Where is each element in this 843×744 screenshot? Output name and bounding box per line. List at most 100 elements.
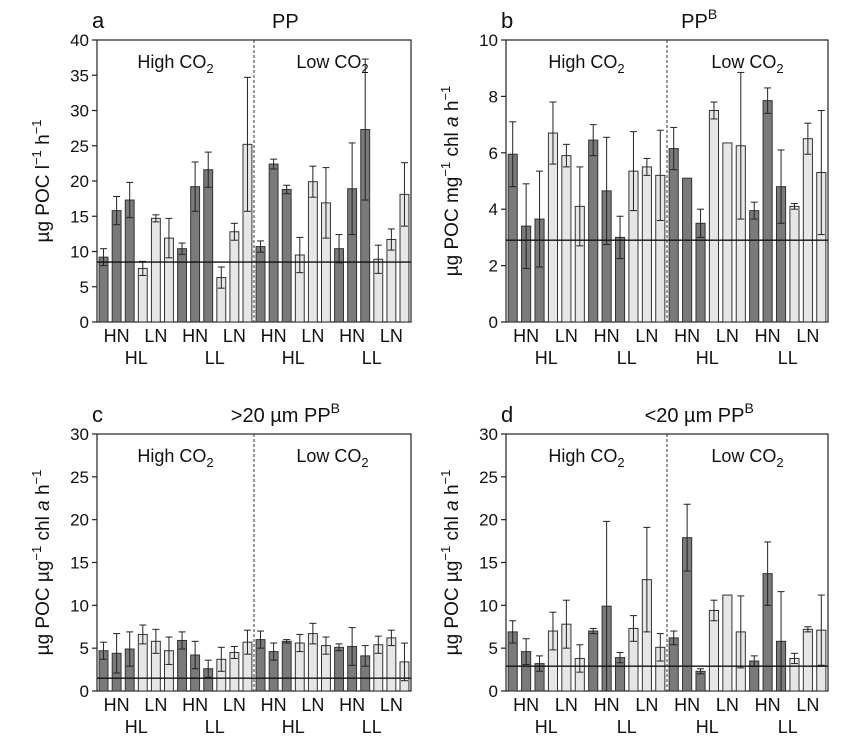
y-axis-label-superscript: −1 bbox=[438, 546, 453, 561]
group-label-text: High CO bbox=[137, 446, 206, 466]
bar bbox=[111, 210, 122, 323]
y-tick-label: 20 bbox=[70, 172, 89, 191]
x-tick-label: LN bbox=[635, 695, 658, 715]
y-tick-label: 4 bbox=[489, 200, 498, 219]
x-tick-label: LN bbox=[223, 326, 246, 346]
group-label-text: High CO bbox=[548, 446, 617, 466]
x-tick-label: LN bbox=[301, 326, 324, 346]
y-tick-label: 10 bbox=[479, 596, 498, 615]
group-label: High CO2 bbox=[137, 446, 213, 470]
x-group-label: HL bbox=[282, 717, 305, 737]
bar bbox=[802, 628, 813, 692]
bar bbox=[281, 188, 292, 323]
x-tick-label: HN bbox=[182, 695, 208, 715]
x-group-label: HL bbox=[282, 348, 305, 368]
bar bbox=[668, 637, 679, 692]
group-label: High CO2 bbox=[548, 52, 624, 76]
group-label-subscript: 2 bbox=[776, 455, 783, 470]
x-group-label: HL bbox=[125, 717, 148, 737]
y-axis-label-italic: a bbox=[442, 500, 463, 511]
y-tick-label: 40 bbox=[70, 31, 89, 50]
y-axis-label-italic: a bbox=[33, 500, 54, 511]
x-tick-label: HN bbox=[755, 326, 781, 346]
x-tick-label: LN bbox=[635, 326, 658, 346]
x-tick-label: LN bbox=[380, 326, 403, 346]
y-tick-label: 0 bbox=[80, 682, 89, 701]
x-tick-label: LN bbox=[796, 695, 819, 715]
bar bbox=[722, 594, 733, 692]
x-tick-label: LN bbox=[223, 695, 246, 715]
chart-title-text: PP bbox=[272, 11, 299, 33]
y-axis-label-superscript: −1 bbox=[29, 150, 44, 165]
y-axis-label-text: h bbox=[442, 484, 463, 500]
chart-title-text: PP bbox=[681, 11, 708, 33]
group-label-subscript: 2 bbox=[206, 455, 213, 470]
y-axis-label-text: µg POC mg bbox=[442, 177, 463, 277]
bar bbox=[762, 100, 773, 323]
y-axis-label-text: µg POC µg bbox=[33, 561, 54, 656]
y-axis-label-text: chl bbox=[442, 127, 463, 162]
panel-letter: b bbox=[501, 8, 513, 33]
x-group-label: HL bbox=[696, 717, 719, 737]
x-tick-label: HN bbox=[755, 695, 781, 715]
y-tick-label: 35 bbox=[70, 66, 89, 85]
x-tick-label: HN bbox=[594, 695, 620, 715]
chart-title-superscript: B bbox=[708, 6, 717, 22]
y-tick-label: 0 bbox=[489, 313, 498, 332]
group-label-text: Low CO bbox=[296, 52, 361, 72]
y-tick-label: 10 bbox=[479, 31, 498, 50]
y-tick-label: 15 bbox=[479, 554, 498, 573]
x-tick-label: LN bbox=[716, 326, 739, 346]
y-tick-label: 30 bbox=[479, 425, 498, 444]
x-tick-label: LN bbox=[301, 695, 324, 715]
y-tick-label: 8 bbox=[489, 87, 498, 106]
x-group-label: LL bbox=[617, 717, 637, 737]
x-tick-label: LN bbox=[796, 326, 819, 346]
chart-title-text: <20 µm PP bbox=[645, 405, 745, 427]
bar bbox=[789, 205, 800, 323]
bar bbox=[722, 142, 733, 323]
x-tick-label: HN bbox=[513, 326, 539, 346]
x-tick-label: LN bbox=[380, 695, 403, 715]
y-tick-label: 0 bbox=[489, 682, 498, 701]
chart-title: <20 µm PPB bbox=[645, 400, 754, 427]
y-axis-label: µg POC µg−1 chl a h−1 bbox=[29, 470, 54, 656]
bar bbox=[268, 163, 279, 323]
bar bbox=[668, 148, 679, 323]
y-tick-label: 20 bbox=[479, 511, 498, 530]
bar bbox=[708, 609, 720, 692]
y-axis-label-text: h bbox=[442, 101, 463, 117]
y-axis-label-superscript: −1 bbox=[438, 86, 453, 101]
bar bbox=[281, 640, 292, 692]
x-tick-label: HN bbox=[339, 695, 365, 715]
bar bbox=[682, 177, 693, 323]
y-tick-label: 6 bbox=[489, 144, 498, 163]
bar bbox=[641, 166, 652, 323]
bar bbox=[334, 646, 344, 692]
x-group-label: LL bbox=[617, 348, 637, 368]
chart-title-superscript: B bbox=[331, 400, 340, 416]
y-tick-label: 25 bbox=[70, 137, 89, 156]
x-tick-label: HN bbox=[594, 326, 620, 346]
x-tick-label: HN bbox=[339, 326, 365, 346]
y-tick-label: 5 bbox=[80, 278, 89, 297]
chart-title: >20 µm PPB bbox=[231, 400, 340, 427]
x-tick-label: LN bbox=[555, 695, 578, 715]
bar bbox=[229, 231, 240, 323]
y-axis-label-text: h bbox=[33, 134, 54, 150]
bar bbox=[98, 256, 109, 323]
panel-letter: a bbox=[92, 8, 105, 33]
y-axis-label-text: µg POC l bbox=[33, 165, 54, 242]
bar bbox=[386, 239, 397, 323]
x-tick-label: HN bbox=[104, 326, 130, 346]
group-label-subscript: 2 bbox=[617, 61, 624, 76]
y-axis-label-superscript: −1 bbox=[438, 470, 453, 485]
x-tick-label: LN bbox=[144, 695, 167, 715]
y-axis-label-text: h bbox=[33, 484, 54, 500]
x-group-label: LL bbox=[362, 717, 382, 737]
x-tick-label: HN bbox=[674, 326, 700, 346]
